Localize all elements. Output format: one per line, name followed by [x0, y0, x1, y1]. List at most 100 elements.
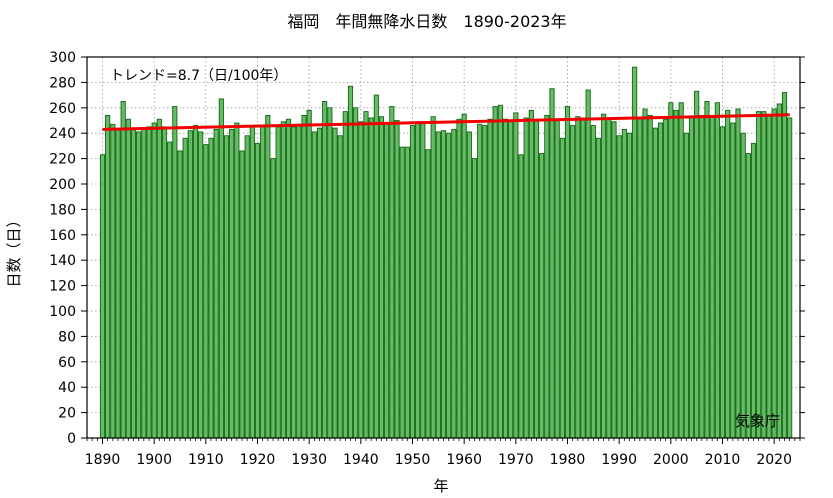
bar-1931 [311, 131, 317, 439]
bar-1960 [461, 113, 467, 439]
bar-1948 [399, 146, 405, 439]
bar-1958 [451, 128, 457, 439]
bar-1956 [440, 130, 447, 439]
bar-2009 [714, 102, 720, 439]
bar-1910 [203, 144, 209, 439]
bar-1990 [616, 135, 622, 439]
y-tick-label: 240 [49, 126, 76, 142]
y-tick-label: 200 [49, 177, 76, 193]
bar-2001 [673, 109, 679, 439]
bar-1947 [394, 120, 400, 439]
bar-1966 [492, 106, 498, 439]
x-tick-label: 1970 [498, 452, 534, 468]
x-tick-label: 1900 [136, 452, 172, 468]
bar-1895 [125, 118, 131, 439]
bar-1946 [389, 106, 395, 439]
bar-1983 [580, 117, 586, 439]
bar-1914 [223, 135, 230, 439]
x-tick-label: 2000 [653, 452, 689, 468]
trend-label: トレンド=8.7（日/100年） [110, 68, 287, 84]
bar-1965 [487, 118, 493, 439]
bar-1998 [657, 122, 664, 439]
bar-2006 [699, 114, 705, 439]
x-tick-label: 1940 [343, 452, 379, 468]
bar-1945 [384, 122, 390, 439]
bar-1949 [404, 146, 410, 439]
bar-1982 [575, 116, 581, 439]
bar-1944 [378, 116, 385, 439]
bar-1935 [332, 127, 338, 439]
bar-2010 [719, 126, 726, 439]
bar-1909 [198, 131, 204, 439]
bar-1906 [182, 137, 188, 439]
bar-2021 [776, 103, 782, 439]
bar-1963 [477, 123, 483, 439]
bar-1997 [652, 127, 658, 439]
bar-2000 [668, 102, 674, 439]
bar-1899 [146, 126, 152, 439]
bar-1972 [523, 117, 529, 439]
bar-2004 [688, 116, 695, 439]
bar-1913 [218, 98, 224, 439]
y-tick-label: 280 [49, 75, 76, 91]
bar-1996 [647, 114, 653, 439]
bar-1991 [621, 128, 627, 439]
bar-2018 [761, 111, 767, 439]
y-axis-label: 日数（日） [5, 212, 23, 287]
bar-1954 [430, 116, 436, 439]
x-tick-label: 1950 [395, 452, 431, 468]
y-tick-label: 60 [58, 355, 76, 371]
bar-1975 [539, 153, 545, 439]
trend [102, 113, 790, 131]
y-tick-label: 140 [49, 253, 76, 269]
y-tick-label: 300 [49, 50, 76, 66]
bars [99, 66, 793, 439]
bar-1973 [528, 109, 534, 439]
x-tick-label: 1990 [601, 452, 637, 468]
bar-1985 [590, 125, 596, 439]
bar-1987 [601, 113, 607, 439]
bar-1957 [446, 132, 452, 439]
bar-1950 [409, 125, 416, 439]
bar-1964 [482, 125, 488, 439]
bar-1924 [275, 126, 281, 439]
x-tick-label: 2020 [756, 452, 792, 468]
bar-1976 [544, 114, 550, 439]
y-tick-label: 260 [49, 101, 76, 117]
bar-1969 [508, 120, 514, 439]
bar-1974 [533, 120, 540, 439]
bar-2023 [787, 117, 793, 439]
y-tick-label: 220 [49, 152, 76, 168]
bar-2003 [683, 132, 689, 439]
bar-1925 [280, 121, 286, 439]
trend-line [102, 113, 790, 131]
bar-1971 [518, 154, 524, 439]
x-tick-label: 1960 [446, 452, 482, 468]
bar-1929 [301, 114, 307, 439]
bar-1952 [420, 122, 426, 439]
bar-1890 [99, 154, 106, 439]
bar-1995 [642, 108, 648, 439]
bar-1908 [192, 125, 199, 439]
bar-1928 [296, 123, 302, 439]
bar-1891 [105, 114, 111, 439]
chart-title: 福岡 年間無降水日数 1890-2023年 [287, 12, 566, 31]
bar-1911 [208, 137, 214, 439]
bar-1896 [130, 128, 137, 439]
x-axis: 1890 1900 1910 1920 1930 1940 1950 1960 1970 1980… [85, 438, 801, 468]
bar-1934 [327, 107, 333, 439]
bar-2012 [730, 122, 736, 439]
bar-1981 [570, 125, 576, 439]
x-tick-label: 1910 [188, 452, 224, 468]
bar-1961 [466, 131, 472, 439]
bar-1988 [606, 118, 612, 439]
bar-1992 [626, 132, 633, 439]
bar-1898 [141, 128, 147, 439]
bar-1943 [373, 94, 379, 439]
bar-1927 [291, 126, 297, 439]
bar-1917 [239, 150, 245, 439]
bar-1900 [151, 122, 157, 439]
bar-2008 [709, 116, 715, 439]
bar-1923 [270, 158, 276, 439]
bar-1921 [260, 125, 266, 439]
